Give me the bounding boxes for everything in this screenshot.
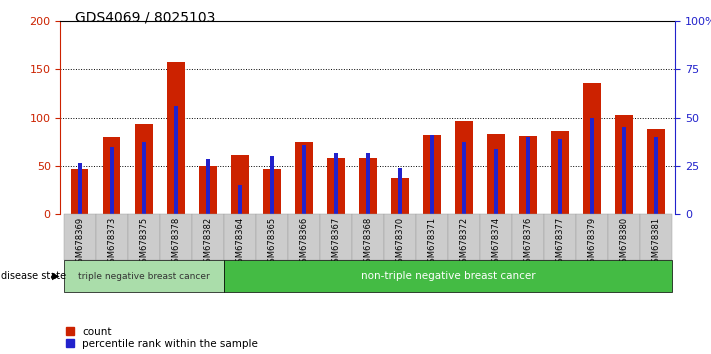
Text: GSM678379: GSM678379	[588, 216, 597, 268]
FancyBboxPatch shape	[544, 214, 576, 260]
FancyBboxPatch shape	[512, 214, 544, 260]
FancyBboxPatch shape	[448, 214, 480, 260]
Bar	[558, 139, 562, 214]
Bar	[77, 163, 82, 214]
Bar	[173, 106, 178, 214]
Text: GSM678370: GSM678370	[395, 216, 405, 268]
Text: GSM678376: GSM678376	[523, 216, 533, 268]
Bar	[103, 137, 120, 214]
FancyBboxPatch shape	[288, 214, 320, 260]
FancyBboxPatch shape	[576, 214, 608, 260]
Bar	[423, 135, 441, 214]
Bar	[71, 169, 88, 214]
Text: GSM678372: GSM678372	[459, 216, 469, 268]
Text: GSM678381: GSM678381	[652, 216, 661, 268]
FancyBboxPatch shape	[416, 214, 448, 260]
Text: GSM678375: GSM678375	[139, 216, 148, 268]
Bar	[270, 156, 274, 214]
Bar	[590, 118, 594, 214]
Bar	[167, 62, 185, 214]
Text: GSM678377: GSM678377	[555, 216, 565, 268]
Text: disease state: disease state	[1, 271, 66, 281]
Bar	[206, 159, 210, 214]
Legend: count, percentile rank within the sample: count, percentile rank within the sample	[65, 327, 258, 349]
Bar	[654, 137, 658, 214]
Text: GSM678364: GSM678364	[235, 216, 245, 268]
Bar	[455, 121, 473, 214]
Text: GSM678371: GSM678371	[427, 216, 437, 268]
FancyBboxPatch shape	[256, 214, 288, 260]
Bar	[462, 142, 466, 214]
Bar	[583, 83, 601, 214]
Text: GSM678373: GSM678373	[107, 216, 116, 268]
FancyBboxPatch shape	[640, 214, 672, 260]
FancyBboxPatch shape	[192, 214, 224, 260]
Bar	[648, 129, 665, 214]
Bar	[302, 145, 306, 214]
Bar	[398, 168, 402, 214]
Bar	[366, 153, 370, 214]
Bar	[295, 142, 313, 214]
Text: triple negative breast cancer: triple negative breast cancer	[77, 272, 210, 281]
FancyBboxPatch shape	[64, 260, 224, 292]
Text: GSM678366: GSM678366	[299, 216, 309, 268]
Bar	[109, 147, 114, 214]
Text: GSM678368: GSM678368	[363, 216, 373, 268]
Bar	[199, 166, 217, 214]
Bar	[238, 185, 242, 214]
FancyBboxPatch shape	[96, 214, 128, 260]
FancyBboxPatch shape	[608, 214, 640, 260]
FancyBboxPatch shape	[224, 214, 256, 260]
FancyBboxPatch shape	[128, 214, 160, 260]
FancyBboxPatch shape	[320, 214, 352, 260]
Text: non-triple negative breast cancer: non-triple negative breast cancer	[360, 271, 535, 281]
FancyBboxPatch shape	[160, 214, 192, 260]
Text: GSM678380: GSM678380	[620, 216, 629, 268]
FancyBboxPatch shape	[352, 214, 384, 260]
Bar	[494, 149, 498, 214]
Bar	[622, 127, 626, 214]
Bar	[263, 169, 281, 214]
Text: GDS4069 / 8025103: GDS4069 / 8025103	[75, 11, 215, 25]
Bar	[519, 136, 537, 214]
FancyBboxPatch shape	[384, 214, 416, 260]
Bar	[141, 142, 146, 214]
Text: GSM678367: GSM678367	[331, 216, 341, 268]
Bar	[526, 137, 530, 214]
Bar	[430, 135, 434, 214]
Text: GSM678378: GSM678378	[171, 216, 181, 268]
FancyBboxPatch shape	[64, 214, 96, 260]
Bar	[616, 115, 633, 214]
Bar	[487, 134, 505, 214]
Text: GSM678369: GSM678369	[75, 216, 84, 268]
Bar	[551, 131, 569, 214]
Bar	[334, 153, 338, 214]
FancyBboxPatch shape	[224, 260, 672, 292]
Bar	[327, 158, 345, 214]
Text: ▶: ▶	[52, 271, 60, 281]
Text: GSM678374: GSM678374	[491, 216, 501, 268]
Bar	[359, 158, 377, 214]
Bar	[135, 125, 153, 214]
Text: GSM678365: GSM678365	[267, 216, 277, 268]
Bar	[391, 177, 409, 214]
Bar	[231, 155, 249, 214]
FancyBboxPatch shape	[480, 214, 512, 260]
Text: GSM678382: GSM678382	[203, 216, 213, 268]
